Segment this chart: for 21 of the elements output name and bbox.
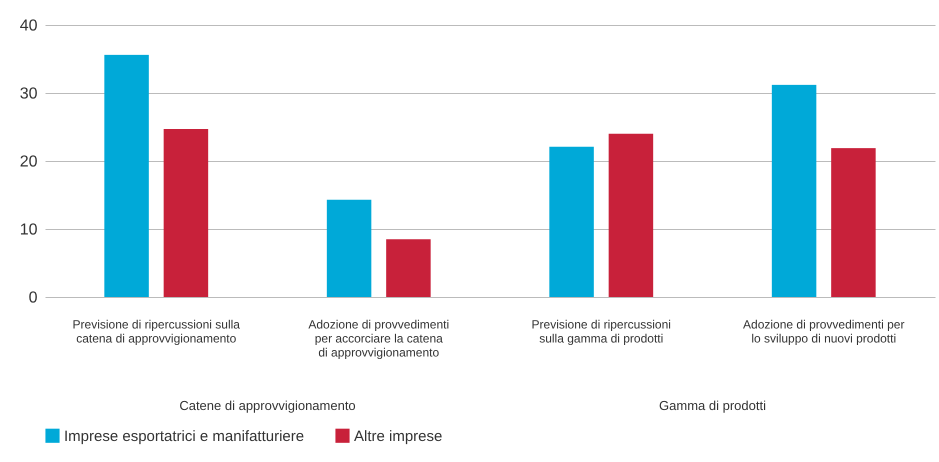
bar: [386, 239, 431, 297]
bar: [164, 129, 208, 297]
x-tick-label: Previsione di ripercussioni sulla catena di approvvigionamento: [72, 318, 240, 346]
bar: [608, 134, 654, 297]
text: Gamma di prodotti: [658, 398, 767, 413]
text: Catene di approvvigionamento: [178, 398, 357, 413]
y-tick-label: 40: [20, 18, 38, 34]
bar: [326, 200, 372, 297]
legend-label: Imprese esportatrici e manifatturiere: [64, 428, 304, 445]
bar: [772, 84, 816, 297]
y-tick-label: 30: [20, 86, 38, 102]
x-tick-label: Adozione di provvedimenti per accorciare la catena di approvvigionamento: [308, 318, 450, 360]
bar: [104, 54, 149, 297]
bar: [549, 146, 594, 297]
x-tick-label: Adozione di provvedimenti per lo sviluppo di nuovi prodotti: [743, 318, 904, 346]
y-tick-label: 10: [20, 222, 38, 238]
legend-label: Altre imprese: [354, 428, 442, 445]
y-tick-label: 0: [28, 290, 38, 306]
x-tick-label: Previsione di ripercussioni sulla gamma di prodotti: [532, 318, 671, 346]
bar: [831, 148, 876, 297]
y-tick-label: 20: [20, 154, 38, 170]
